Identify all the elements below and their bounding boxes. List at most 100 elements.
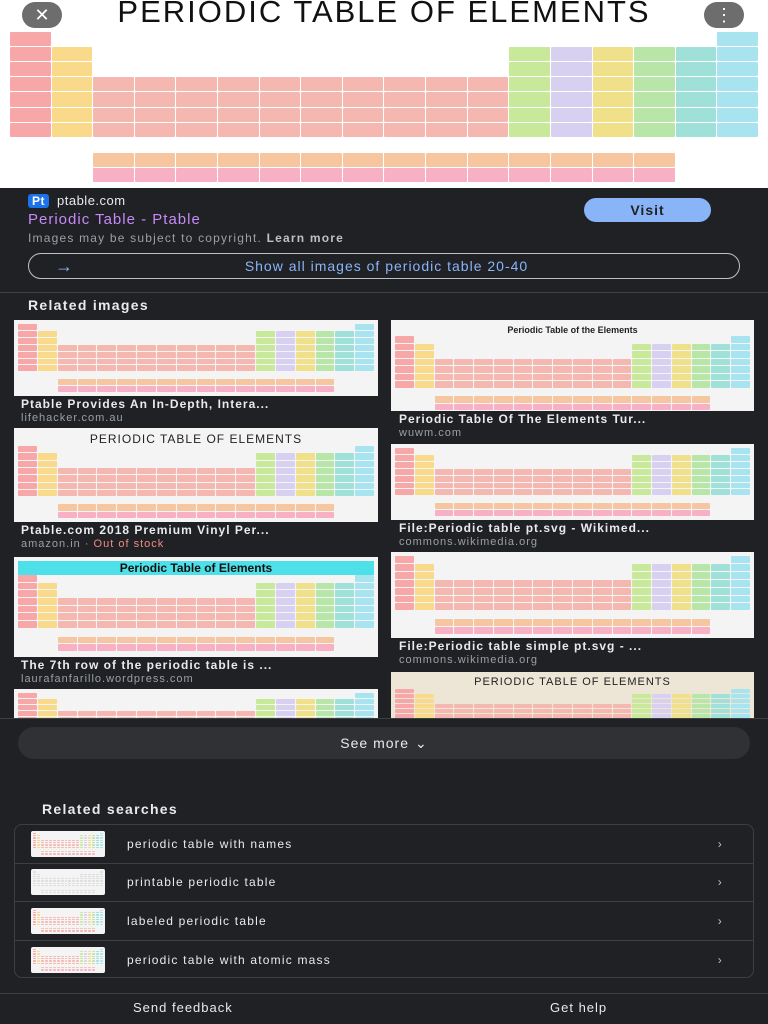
related-search-item[interactable]: printable periodic table › xyxy=(15,864,753,902)
element-cell xyxy=(44,846,48,848)
element-cell xyxy=(493,704,513,709)
element-cell xyxy=(553,572,572,579)
element-cell xyxy=(52,962,56,964)
element-cell xyxy=(58,575,77,582)
related-image-caption[interactable]: Periodic Table Of The Elements Tur... xyxy=(399,412,647,426)
element-cell xyxy=(613,564,632,571)
element-cell xyxy=(36,837,40,839)
element-cell xyxy=(493,482,513,489)
element-cell xyxy=(632,403,652,410)
element-cell xyxy=(156,467,176,475)
element-cell xyxy=(68,960,72,962)
element-cell xyxy=(96,960,100,962)
divider xyxy=(0,292,768,293)
visit-button[interactable]: Visit xyxy=(584,198,711,222)
element-cell xyxy=(632,563,652,571)
element-cell xyxy=(40,916,44,918)
related-image-thumb[interactable]: PERIODIC TABLE OF ELEMENTS xyxy=(14,428,378,522)
element-cell xyxy=(256,613,275,621)
element-cell xyxy=(513,468,533,475)
related-image-caption[interactable]: File:Periodic table pt.svg - Wikimed... xyxy=(399,521,650,535)
element-cell xyxy=(76,880,80,882)
related-image-caption[interactable]: File:Periodic table simple pt.svg - ... xyxy=(399,639,643,653)
element-cell xyxy=(672,448,691,454)
element-cell xyxy=(52,839,56,841)
element-cell xyxy=(37,853,40,854)
element-cell xyxy=(93,167,134,182)
element-cell xyxy=(76,851,80,853)
element-cell xyxy=(45,914,48,915)
element-cell xyxy=(335,613,355,621)
element-cell xyxy=(256,344,275,351)
see-more-button[interactable]: See more ⌄ xyxy=(18,727,750,759)
element-cell xyxy=(64,955,68,957)
close-button[interactable]: ✕ xyxy=(22,2,62,28)
element-cell xyxy=(632,503,652,510)
element-cell xyxy=(36,835,40,837)
related-image-thumb[interactable]: Periodic Table of Elements xyxy=(14,557,378,657)
more-options-button[interactable]: ⋮ xyxy=(704,2,744,28)
element-cell xyxy=(18,705,37,711)
related-search-item[interactable]: periodic table with atomic mass › xyxy=(15,941,753,978)
related-image-caption[interactable]: The 7th row of the periodic table is ... xyxy=(21,658,273,672)
element-cell xyxy=(454,709,474,714)
element-cell xyxy=(80,835,84,837)
element-cell xyxy=(514,694,533,698)
element-cell xyxy=(196,511,216,518)
send-feedback-link[interactable]: Send feedback xyxy=(133,1000,233,1015)
element-cell xyxy=(60,921,64,923)
element-cell xyxy=(117,482,136,489)
element-cell xyxy=(335,637,354,644)
related-search-item[interactable]: labeled periodic table › xyxy=(15,902,753,941)
element-cell xyxy=(276,575,295,582)
element-cell xyxy=(216,379,236,386)
element-cell xyxy=(691,343,711,350)
element-cell xyxy=(691,595,711,603)
element-cell xyxy=(72,853,76,855)
element-cell xyxy=(92,962,96,964)
result-title[interactable]: Periodic Table - Ptable xyxy=(28,211,201,228)
element-cell xyxy=(355,644,374,651)
element-cell xyxy=(513,579,533,587)
related-image-caption[interactable]: Ptable.com 2018 Premium Vinyl Per... xyxy=(21,523,270,537)
show-all-images-button[interactable]: → Show all images of periodic table 20-4… xyxy=(28,253,740,279)
element-cell xyxy=(33,882,36,885)
element-cell xyxy=(533,403,553,410)
element-cell xyxy=(117,446,136,452)
element-cell xyxy=(474,468,493,475)
element-cell xyxy=(80,957,84,960)
element-cell xyxy=(434,489,454,496)
element-cell xyxy=(711,336,730,343)
element-cell xyxy=(44,891,48,894)
related-search-item[interactable]: periodic table with names › xyxy=(15,825,753,864)
element-cell xyxy=(96,930,99,931)
element-cell xyxy=(52,957,56,960)
related-image-thumb[interactable]: Periodic Table of the Elements xyxy=(391,320,754,411)
related-image-thumb[interactable] xyxy=(391,552,754,638)
element-cell xyxy=(731,689,750,694)
learn-more-link[interactable]: Learn more xyxy=(266,231,344,245)
element-cell xyxy=(76,953,79,954)
related-image-thumb[interactable] xyxy=(391,444,754,520)
get-help-link[interactable]: Get help xyxy=(550,1000,608,1015)
element-cell xyxy=(93,152,134,167)
element-cell xyxy=(10,77,51,92)
element-cell xyxy=(395,579,414,587)
hero-image[interactable]: PERIODIC TABLE OF ELEMENTS xyxy=(0,0,768,188)
element-cell xyxy=(474,603,493,611)
related-image-caption[interactable]: Ptable Provides An In-Depth, Intera... xyxy=(21,397,270,411)
element-cell xyxy=(80,969,84,971)
element-cell xyxy=(45,835,48,836)
element-cell xyxy=(88,955,92,957)
element-cell xyxy=(691,563,711,571)
element-cell xyxy=(137,699,156,704)
element-cell xyxy=(671,503,691,510)
element-cell xyxy=(36,955,40,957)
result-source[interactable]: Pt ptable.com xyxy=(28,193,126,209)
element-cell xyxy=(156,351,176,358)
related-image-thumb[interactable] xyxy=(14,320,378,396)
element-cell xyxy=(514,455,533,461)
element-cell xyxy=(44,851,48,853)
element-cell xyxy=(315,613,335,621)
element-cell xyxy=(731,482,750,489)
